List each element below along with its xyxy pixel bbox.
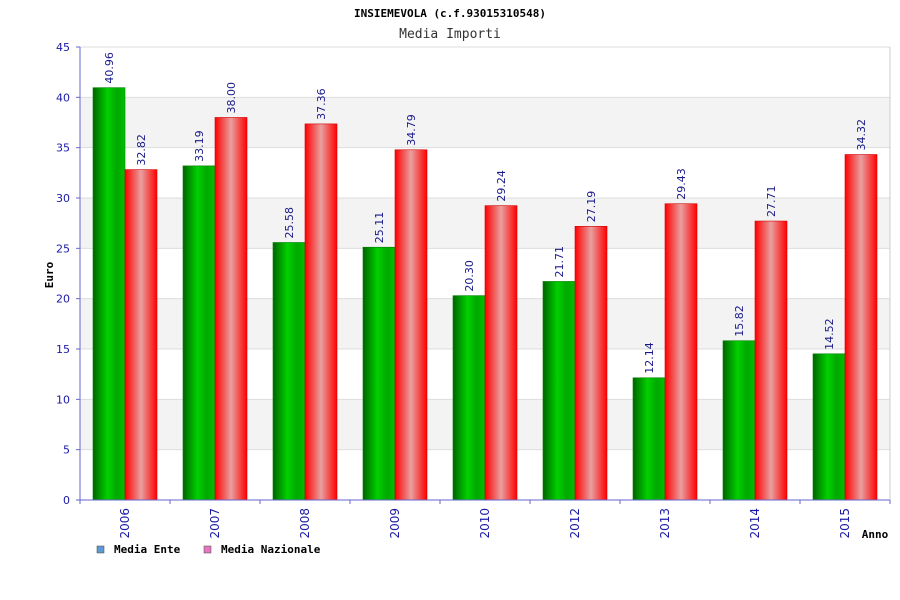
bar-media-nazionale-2008 xyxy=(304,123,338,501)
y-tick-label: 30 xyxy=(56,192,70,205)
bar-media-nazionale-2007 xyxy=(214,117,248,501)
data-label: 32.82 xyxy=(135,134,148,166)
bar-media-ente-2007 xyxy=(182,165,216,501)
x-tick-label: 2009 xyxy=(388,508,402,539)
x-tick-label: 2010 xyxy=(478,508,492,539)
x-tick-label: 2008 xyxy=(298,508,312,539)
data-labels: 40.96 32.82 33.19 38.00 25.58 37.36 25.11 34.79… xyxy=(103,52,868,374)
data-label: 27.19 xyxy=(585,191,598,223)
data-label: 33.19 xyxy=(193,130,206,162)
x-tick-label: 2013 xyxy=(658,508,672,539)
y-tick-label: 45 xyxy=(56,41,70,54)
bars xyxy=(92,87,878,501)
data-label: 25.58 xyxy=(283,207,296,239)
bar-media-ente-2012 xyxy=(542,281,576,501)
data-label: 40.96 xyxy=(103,52,116,84)
bar-media-ente-2009 xyxy=(362,246,396,501)
axes xyxy=(76,46,891,504)
bar-media-nazionale-2014 xyxy=(754,220,788,501)
legend: Media Ente Media Nazionale xyxy=(96,543,321,556)
bar-media-ente-2013 xyxy=(632,377,666,501)
y-tick-label: 0 xyxy=(63,494,70,507)
y-tick-label: 10 xyxy=(56,393,70,406)
x-tick-label: 2014 xyxy=(748,508,762,539)
y-tick-label: 15 xyxy=(56,343,70,356)
bar-media-nazionale-2009 xyxy=(394,149,428,501)
chart-subtitle: Media Importi xyxy=(399,27,501,42)
bar-media-nazionale-2006 xyxy=(124,169,158,501)
legend-label: Media Ente xyxy=(114,543,181,556)
bar-media-ente-2006 xyxy=(92,87,126,501)
data-label: 20.30 xyxy=(463,260,476,292)
data-label: 21.71 xyxy=(553,246,566,278)
bar-media-ente-2014 xyxy=(722,340,756,501)
y-axis-label: Euro xyxy=(43,261,56,288)
data-label: 25.11 xyxy=(373,212,386,244)
data-label: 29.24 xyxy=(495,170,508,202)
x-tick-labels: 2006 2007 2008 2009 2010 2012 2013 2014 2015 xyxy=(118,508,852,539)
y-tick-label: 5 xyxy=(63,444,70,457)
bar-media-nazionale-2010 xyxy=(484,205,518,501)
bar-media-ente-2015 xyxy=(812,353,846,501)
y-tick-label: 25 xyxy=(56,242,70,255)
y-tick-label: 20 xyxy=(56,293,70,306)
data-label: 34.79 xyxy=(405,114,418,146)
x-tick-label: 2006 xyxy=(118,508,132,539)
legend-swatch xyxy=(96,545,105,554)
bar-media-nazionale-2013 xyxy=(664,203,698,501)
data-label: 34.32 xyxy=(855,119,868,151)
x-tick-label: 2007 xyxy=(208,508,222,539)
x-axis-label: Anno xyxy=(862,528,889,541)
bar-media-nazionale-2015 xyxy=(844,154,878,501)
x-tick-label: 2012 xyxy=(568,508,582,539)
data-label: 27.71 xyxy=(765,186,778,218)
legend-swatch xyxy=(203,545,212,554)
data-label: 38.00 xyxy=(225,82,238,114)
x-tick-label: 2015 xyxy=(838,508,852,539)
bar-media-nazionale-2012 xyxy=(574,225,608,501)
y-tick-label: 40 xyxy=(56,91,70,104)
data-label: 14.52 xyxy=(823,318,836,350)
legend-label: Media Nazionale xyxy=(221,543,321,556)
y-tick-label: 35 xyxy=(56,142,70,155)
data-label: 12.14 xyxy=(643,342,656,374)
data-label: 37.36 xyxy=(315,88,328,120)
bar-media-ente-2010 xyxy=(452,295,486,501)
bar-media-ente-2008 xyxy=(272,242,306,501)
y-tick-labels: 0 5 10 15 20 25 30 35 40 45 xyxy=(56,41,70,507)
data-label: 15.82 xyxy=(733,305,746,337)
data-label: 29.43 xyxy=(675,168,688,200)
chart-title: INSIEMEVOLA (c.f.93015310548) xyxy=(354,7,546,20)
